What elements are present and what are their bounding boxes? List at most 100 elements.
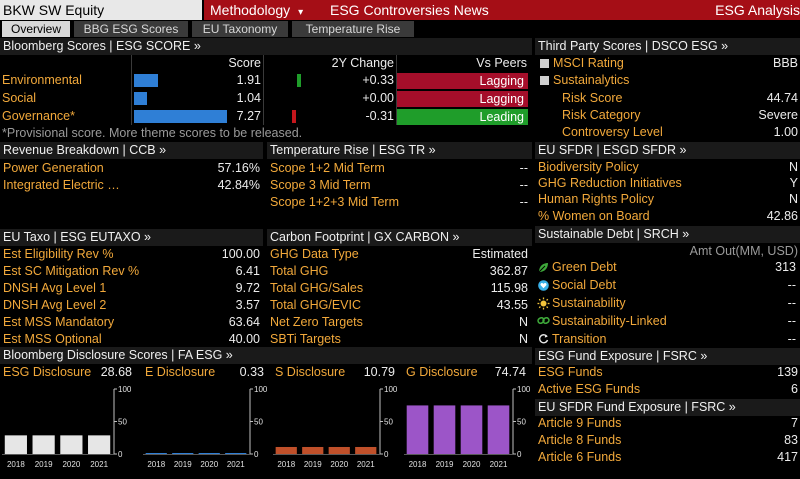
tab-overview[interactable]: Overview <box>2 21 70 37</box>
revenue-header[interactable]: Revenue Breakdown | CCB » <box>0 142 263 159</box>
taxo-label-5: Est MSS Optional <box>3 332 102 346</box>
debt-label-sustainability[interactable]: Sustainability <box>552 296 626 310</box>
change-bar-environmental <box>297 74 301 87</box>
y-tick-label: 100 <box>118 385 132 394</box>
x-tick-label: 2021 <box>90 460 108 469</box>
sfdr-fund-label-1[interactable]: Article 8 Funds <box>538 433 622 447</box>
taxo-value-2: 9.72 <box>235 281 260 295</box>
taxo-label-0: Est Eligibility Rev % <box>3 247 114 261</box>
bar-2018 <box>4 435 27 454</box>
revenue-label-1[interactable]: Integrated Electric … <box>3 178 120 192</box>
taxo-value-4: 63.64 <box>228 315 260 329</box>
disclosure-header[interactable]: Bloomberg Disclosure Scores | FA ESG » <box>0 347 532 364</box>
x-tick-label: 2018 <box>7 460 25 469</box>
debt-label-sustainability-linked[interactable]: Sustainability-Linked <box>552 314 667 328</box>
change-col-header: 2Y Change <box>331 56 394 70</box>
methodology-button[interactable]: Methodology ▾ <box>204 0 326 20</box>
sfdr-value-3: 42.86 <box>766 209 798 223</box>
score-name-environmental[interactable]: Environmental <box>2 73 82 87</box>
disclosure-chart-e: 100 50 0 2018 2019 2020 2021 <box>143 385 268 469</box>
disclosure-label-e: E Disclosure <box>145 365 216 379</box>
carbon-label-4: Net Zero Targets <box>270 315 363 329</box>
ticker-field[interactable]: BKW SW Equity <box>0 0 202 20</box>
score-name-social[interactable]: Social <box>2 91 37 105</box>
sfdr-label-0: Biodiversity Policy <box>538 160 639 174</box>
sustainable-debt-header[interactable]: Sustainable Debt | SRCH » <box>535 226 800 243</box>
risk-category-label: Risk Category <box>562 108 641 122</box>
change-value-governance: -0.31 <box>365 109 395 123</box>
fund-label-1[interactable]: Active ESG Funds <box>538 382 641 396</box>
disclosure-chart-s: 100 50 0 2018 2019 2020 2021 <box>273 385 398 469</box>
bar-2021 <box>88 435 111 454</box>
provisional-note: *Provisional score. More theme scores to… <box>2 126 303 140</box>
risk-category-value: Severe <box>758 108 798 122</box>
y-tick-label: 100 <box>254 385 268 394</box>
debt-value-social: -- <box>787 278 796 292</box>
bloomberg-scores-header[interactable]: Bloomberg Scores | ESG SCORE » <box>0 38 532 55</box>
x-tick-label: 2019 <box>174 460 192 469</box>
carbon-header[interactable]: Carbon Footprint | GX CARBON » <box>267 229 532 246</box>
carbon-value-1: 362.87 <box>489 264 528 278</box>
peers-badge-environmental: Lagging <box>397 73 528 89</box>
temperature-header[interactable]: Temperature Rise | ESG TR » <box>267 142 532 159</box>
fund-value-0: 139 <box>777 365 798 379</box>
tab-eu-taxonomy[interactable]: EU Taxonomy <box>192 21 288 37</box>
risk-score-label: Risk Score <box>562 91 623 105</box>
bar-2018 <box>406 405 429 454</box>
x-tick-label: 2018 <box>147 460 165 469</box>
carbon-label-1: Total GHG <box>270 264 329 278</box>
controversies-button[interactable]: ESG Controversies News <box>324 0 516 20</box>
carbon-label-5: SBTi Targets <box>270 332 341 346</box>
sustainalytics-label[interactable]: Sustainalytics <box>553 73 630 87</box>
score-bar-social <box>134 92 147 105</box>
taxo-value-3: 3.57 <box>235 298 260 312</box>
x-tick-label: 2020 <box>62 460 80 469</box>
sfdr-fund-header[interactable]: EU SFDR Fund Exposure | FSRC » <box>535 399 800 416</box>
debt-label-social[interactable]: Social Debt <box>552 278 616 292</box>
change-value-social: +0.00 <box>362 91 394 105</box>
score-bar-governance <box>134 110 227 123</box>
eu-sfdr-header[interactable]: EU SFDR | ESGD SFDR » <box>535 142 800 159</box>
sfdr-fund-label-2[interactable]: Article 6 Funds <box>538 450 622 464</box>
chevron-down-icon: ▾ <box>298 7 304 18</box>
peers-badge-social: Lagging <box>397 91 528 107</box>
esg-analysis-title: ESG Analysis <box>514 0 800 20</box>
y-tick-label: 0 <box>254 450 259 459</box>
link-icon <box>537 315 550 329</box>
disclosure-value-e: 0.33 <box>239 365 264 379</box>
sfdr-fund-label-0[interactable]: Article 9 Funds <box>538 416 622 430</box>
x-tick-label: 2021 <box>357 460 375 469</box>
msci-square-icon <box>540 59 549 68</box>
fund-exposure-header[interactable]: ESG Fund Exposure | FSRC » <box>535 348 800 365</box>
revenue-value-0: 57.16% <box>217 161 260 175</box>
revenue-label-0[interactable]: Power Generation <box>3 161 104 175</box>
bar-2018 <box>145 453 167 454</box>
bar-2021 <box>225 453 247 454</box>
sfdr-value-0: N <box>788 160 798 174</box>
disclosure-label-g: G Disclosure <box>406 365 478 379</box>
y-tick-label: 100 <box>384 385 398 394</box>
temp-label-0: Scope 1+2 Mid Term <box>270 161 385 175</box>
bar-2020 <box>460 405 483 454</box>
sfdr-label-1: GHG Reduction Initiatives <box>538 176 682 190</box>
temp-value-1: -- <box>519 178 528 192</box>
sfdr-label-2: Human Rights Policy <box>538 192 655 206</box>
carbon-value-0: Estimated <box>472 247 528 261</box>
temp-label-2: Scope 1+2+3 Mid Term <box>270 195 400 209</box>
debt-label-transition[interactable]: Transition <box>552 332 607 346</box>
taxo-label-4: Est MSS Mandatory <box>3 315 115 329</box>
third-party-header[interactable]: Third Party Scores | DSCO ESG » <box>535 38 800 55</box>
msci-label[interactable]: MSCI Rating <box>553 56 624 70</box>
carbon-value-3: 43.55 <box>496 298 528 312</box>
eu-taxo-header[interactable]: EU Taxo | ESG EUTAXO » <box>0 229 263 246</box>
controversy-level-value: 1.00 <box>773 125 798 139</box>
x-tick-label: 2019 <box>304 460 322 469</box>
disclosure-label-esg: ESG Disclosure <box>3 365 92 379</box>
score-name-governance[interactable]: Governance* <box>2 109 75 123</box>
sfdr-value-1: Y <box>789 176 798 190</box>
debt-label-green[interactable]: Green Debt <box>552 260 617 274</box>
tab-bbg-esg-scores[interactable]: BBG ESG Scores <box>74 21 188 37</box>
fund-label-0[interactable]: ESG Funds <box>538 365 603 379</box>
tab-temperature-rise[interactable]: Temperature Rise <box>292 21 414 37</box>
temp-value-2: -- <box>519 195 528 209</box>
